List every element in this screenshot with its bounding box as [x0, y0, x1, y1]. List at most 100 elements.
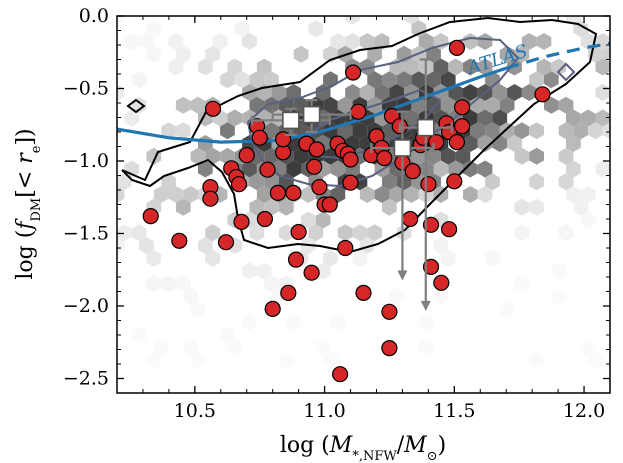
hexbin-cell	[573, 122, 589, 140]
data-point	[280, 284, 297, 301]
hexbin-cell	[198, 237, 213, 254]
binned-square-marker	[282, 111, 300, 130]
data-point	[422, 258, 440, 275]
upper-limit-arrow	[420, 300, 431, 311]
hexbin-cell	[566, 160, 581, 178]
hexbin-cell	[433, 58, 449, 76]
y-tick-label: −1.5	[63, 223, 109, 245]
data-point	[402, 210, 419, 228]
hexbin-cell	[345, 33, 360, 50]
hexbin-cell	[463, 160, 478, 178]
data-point	[355, 284, 372, 301]
hexbin-cell	[131, 326, 147, 344]
hexbin-cell	[521, 84, 537, 101]
x-axis-ticks: 10.5 11.0 11.5 12.0	[142, 16, 611, 422]
hexbin-cell	[426, 147, 441, 165]
hexbin-cell	[315, 211, 331, 229]
hexbin-cell	[544, 96, 559, 114]
hexbin-cell	[175, 198, 191, 216]
hexbin-cell	[359, 58, 375, 76]
hexbin-cell	[529, 351, 544, 369]
hexbin-cell	[382, 71, 397, 89]
data-point	[433, 274, 450, 291]
hexbin-cell	[558, 147, 574, 165]
hexbin-cell	[330, 33, 346, 50]
hexbin-cell	[345, 16, 360, 25]
hexbin-cell	[146, 249, 162, 267]
hexbin-cell	[374, 186, 390, 203]
hexbin-cell	[588, 351, 603, 369]
hexbin-cell	[566, 186, 581, 203]
data-point	[321, 196, 338, 213]
hexbin-cell	[117, 173, 132, 191]
hexbin-cell	[249, 224, 265, 242]
hexbin-cell	[234, 71, 250, 89]
hexbin-cell	[367, 45, 382, 63]
y-tick-label: −0.5	[63, 78, 109, 100]
hexbin-cell	[205, 249, 221, 267]
hexbin-cell	[359, 84, 375, 101]
hexbin-cell	[198, 160, 213, 178]
data-point	[350, 103, 367, 120]
y-tick-label: 0.0	[79, 5, 109, 27]
hexbin-cell	[507, 135, 522, 152]
hexbin-cell	[308, 20, 324, 38]
hexbin-cell	[485, 122, 500, 140]
hexbin-cell	[389, 288, 405, 305]
contour-middle	[246, 36, 520, 188]
hexbin-cell	[220, 71, 235, 89]
hexbin-cell	[463, 186, 478, 203]
hexbin-cell	[477, 58, 493, 76]
hexbin-cell	[536, 58, 552, 76]
hexbin-cell	[146, 20, 162, 38]
hexbin-cell	[131, 224, 147, 242]
hexbin-cell	[529, 122, 544, 140]
hexbin-cell	[117, 237, 125, 254]
hexbin-cell	[175, 45, 191, 63]
hexbin-cell	[404, 16, 419, 25]
hexbin-cell	[485, 96, 500, 114]
data-point	[230, 176, 248, 193]
hexbin-cell	[146, 351, 162, 369]
hexbin-cell	[264, 122, 279, 140]
plot-layers	[117, 16, 610, 383]
hexbin-cell	[463, 84, 478, 101]
hexbin-cell	[315, 262, 331, 280]
hexbin-cell	[264, 96, 279, 114]
data-point	[264, 300, 281, 317]
hexbin-cell	[411, 71, 427, 89]
hexbin-cell	[323, 249, 338, 267]
hexbin-cell	[286, 160, 301, 178]
hexbin-cell	[256, 58, 272, 76]
hexbin-cell	[190, 147, 206, 165]
hexbin-cell	[367, 224, 382, 242]
data-point	[303, 264, 320, 281]
data-point	[202, 190, 219, 207]
data-point	[287, 251, 305, 268]
hexbin-cell	[146, 275, 162, 293]
hexbin-cell	[205, 224, 221, 242]
data-point	[381, 340, 398, 357]
hexbin-cell	[242, 160, 257, 178]
hexbin-cell	[521, 33, 537, 50]
hexbin-cell	[529, 71, 544, 89]
hexbin-cell	[455, 147, 471, 165]
hexbin-cell	[286, 84, 301, 101]
hexbin-cell	[124, 33, 140, 50]
x-tick-label: 11.5	[433, 400, 475, 422]
hexbin-cell	[278, 224, 294, 242]
hexbin-cell	[477, 160, 493, 178]
hexbin-cell	[507, 84, 522, 101]
atlas3d-trend-dashed	[505, 41, 610, 70]
hexbin-cell	[117, 224, 132, 242]
hexbin-cell	[153, 339, 169, 356]
hexbin-cell	[153, 186, 169, 203]
hexbin-cell	[168, 58, 184, 76]
data-point	[337, 239, 354, 257]
data-point	[306, 158, 323, 175]
hexbin-cell	[139, 33, 154, 50]
data-point	[290, 223, 307, 241]
y-tick-label: −2.5	[63, 368, 109, 390]
hexbin-cell	[485, 173, 500, 191]
